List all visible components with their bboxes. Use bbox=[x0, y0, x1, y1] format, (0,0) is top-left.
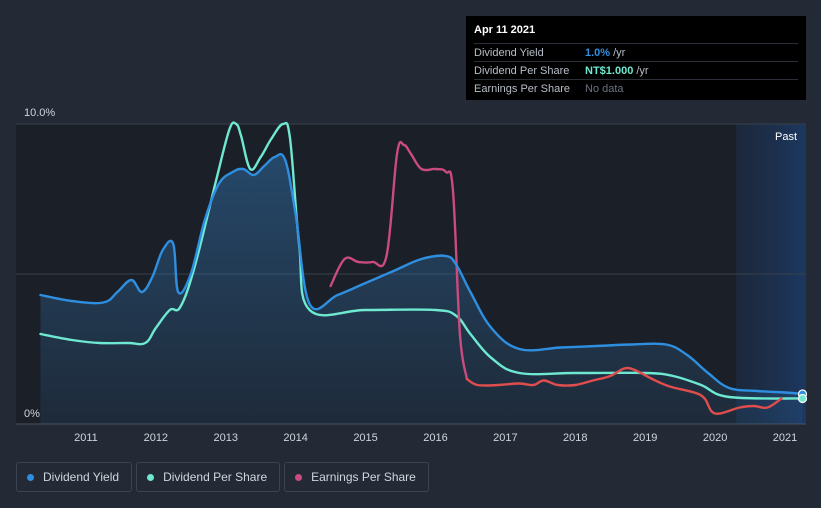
tooltip-unit: /yr bbox=[636, 64, 649, 77]
dividend-chart: Past 10.0%0% 2011 2012 2013 2014 2015 2016 201… bbox=[16, 107, 808, 444]
dividend-per-share-line bbox=[39, 121, 804, 400]
dividend-yield-dot-icon bbox=[27, 473, 34, 481]
tooltip-value: No data bbox=[585, 82, 624, 95]
x-tick-label: 2013 bbox=[213, 432, 237, 444]
x-tick-label: 2014 bbox=[283, 432, 307, 444]
legend-label: Earnings Per Share bbox=[311, 470, 416, 484]
tooltip-value: NT$1.000 bbox=[585, 64, 634, 77]
y-axis: 10.0% 0% bbox=[24, 107, 55, 420]
tooltip-row-dividend-per-share: Dividend Per Share NT$1.000 /yr bbox=[474, 61, 798, 79]
x-tick-label: 2015 bbox=[353, 432, 377, 444]
legend-label: Dividend Per Share bbox=[163, 470, 268, 484]
dividend-per-share-marker bbox=[797, 393, 808, 404]
x-tick-label: 2017 bbox=[493, 432, 517, 444]
tooltip-value: 1.0% bbox=[585, 46, 611, 59]
tooltip-row-dividend-yield: Dividend Yield 1.0% /yr bbox=[474, 43, 798, 61]
x-tick-label: 2012 bbox=[144, 432, 168, 444]
series-lines bbox=[39, 121, 804, 415]
dividend-yield-area bbox=[40, 154, 803, 424]
legend-dividend-per-share[interactable]: Dividend Per Share bbox=[136, 462, 281, 492]
x-axis: 2011 2012 2013 2014 2015 2016 2017 2018 2019 2020… bbox=[74, 432, 797, 444]
earnings-per-share-line bbox=[329, 140, 469, 381]
x-tick-label: 2021 bbox=[773, 432, 797, 444]
current-markers bbox=[797, 389, 808, 404]
x-tick-label: 2019 bbox=[633, 432, 657, 444]
y-tick-label: 0% bbox=[24, 408, 40, 420]
tooltip-label: Earnings Per Share bbox=[474, 82, 570, 95]
legend-earnings-per-share[interactable]: Earnings Per Share bbox=[284, 462, 429, 492]
x-tick-label: 2020 bbox=[703, 432, 727, 444]
legend-label: Dividend Yield bbox=[43, 470, 120, 484]
y-tick-label: 10.0% bbox=[24, 107, 55, 119]
dividend-yield-line bbox=[39, 153, 804, 396]
x-tick-label: 2016 bbox=[423, 432, 447, 444]
tooltip-unit: /yr bbox=[613, 46, 626, 59]
x-tick-label: 2011 bbox=[74, 432, 98, 444]
dividend-per-share-dot-icon bbox=[147, 473, 155, 481]
legend: Dividend Yield Dividend Per Share Earnin… bbox=[16, 462, 433, 492]
tooltip-panel: Apr 11 2021 Dividend Yield 1.0% /yr Divi… bbox=[466, 16, 806, 100]
tooltip-row-earnings-per-share: Earnings Per Share No data bbox=[474, 79, 798, 97]
tooltip-date: Apr 11 2021 bbox=[474, 24, 536, 36]
earnings-per-share-negative-line bbox=[465, 366, 783, 415]
tooltip-label: Dividend Per Share bbox=[474, 64, 570, 77]
past-label: Past bbox=[775, 131, 797, 143]
x-tick-label: 2018 bbox=[563, 432, 587, 444]
earnings-per-share-dot-icon bbox=[295, 473, 303, 481]
legend-dividend-yield[interactable]: Dividend Yield bbox=[16, 462, 133, 492]
tooltip-label: Dividend Yield bbox=[474, 46, 544, 59]
